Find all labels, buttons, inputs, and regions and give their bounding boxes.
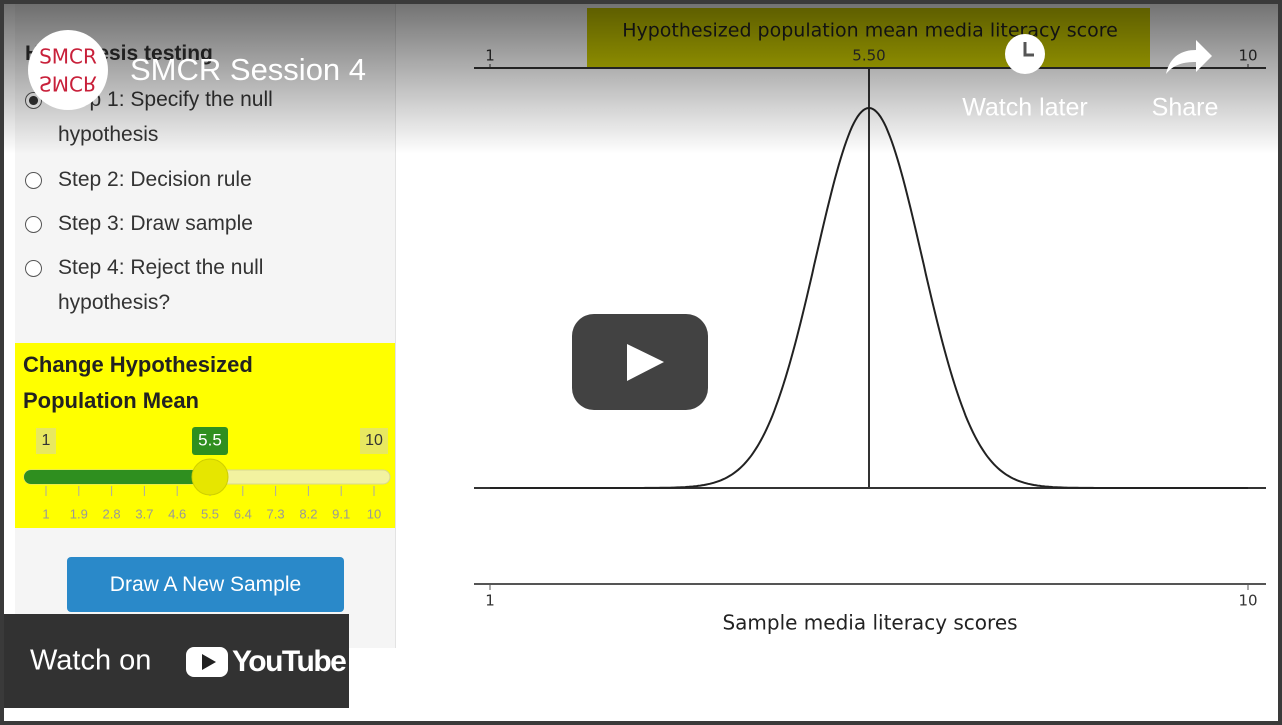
slider-tick-label: 9.1	[332, 506, 350, 521]
draw-sample-button[interactable]: Draw A New Sample	[67, 557, 344, 612]
slider-tick-label: 5.5	[201, 506, 219, 521]
watch-on-youtube[interactable]: Watch on YouTube	[4, 614, 349, 708]
slider-tick-label: 4.6	[168, 506, 186, 521]
clock-hands	[1023, 42, 1034, 57]
youtube-icon-play	[202, 654, 216, 670]
top-shade	[4, 4, 1278, 154]
player-overlay: SMCR SMCR SMCR Session 4 Watch later Sha…	[4, 4, 1278, 708]
watch-on-bg	[4, 614, 349, 708]
slider-tick-label: 2.8	[103, 506, 121, 521]
bottom-axis-tick-label: 10	[1238, 592, 1257, 610]
play-icon	[627, 344, 664, 381]
step-radio[interactable]	[25, 216, 42, 233]
slider-max-box	[360, 428, 388, 454]
channel-logo[interactable]	[28, 30, 108, 110]
slider-label: Change Hypothesized Population Mean	[23, 352, 253, 413]
step-label[interactable]: Step 4: Reject the null hypothesis?	[58, 256, 264, 314]
play-button[interactable]	[572, 314, 708, 410]
step-radio[interactable]	[25, 260, 42, 277]
step-radio[interactable]	[25, 172, 42, 189]
slider-value-box	[192, 427, 228, 455]
slider-tick-label: 7.3	[267, 506, 285, 521]
slider-fill	[24, 470, 210, 484]
slider-tick-label: 1.9	[70, 506, 88, 521]
slider-panel: Change Hypothesized Population Mean 1 10 5…	[15, 343, 395, 528]
logo-text: SMCR	[39, 45, 97, 69]
slider-min: 1	[42, 432, 51, 449]
slider-min-box	[36, 428, 56, 454]
watch-on-label: Watch on	[30, 645, 151, 677]
bottom-axis-tick-label: 1	[485, 592, 495, 610]
slider-tick-label: 8.2	[299, 506, 317, 521]
slider-tick-label: 6.4	[234, 506, 252, 521]
step-label[interactable]: Step 2: Decision rule	[58, 168, 252, 191]
bottom-axis-label: Sample media literacy scores	[722, 611, 1017, 635]
share-icon	[1166, 40, 1212, 74]
slider-tick-label: 10	[367, 506, 381, 521]
slider-tick-label: 1	[42, 506, 49, 521]
slider-thumb[interactable]	[191, 458, 229, 496]
share-label: Share	[1152, 94, 1219, 122]
watch-later-label: Watch later	[962, 94, 1088, 122]
share-button[interactable]: Share	[1152, 40, 1219, 122]
slider-value: 5.5	[198, 430, 222, 449]
slider-max: 10	[365, 432, 383, 449]
step-label[interactable]: Step 3: Draw sample	[58, 212, 253, 235]
logo-text-mirror: SMCR	[39, 72, 97, 96]
slider-tick-label: 3.7	[135, 506, 153, 521]
watch-later-button[interactable]: Watch later	[962, 34, 1088, 122]
video-title[interactable]: SMCR Session 4	[130, 52, 366, 87]
slider[interactable]: 1 10 5.5 1 1.9 2.8 3.7 4.6 5.5 6.4 7.3 8.2 9.1 10	[15, 343, 395, 528]
youtube-wordmark: YouTube	[232, 645, 346, 678]
